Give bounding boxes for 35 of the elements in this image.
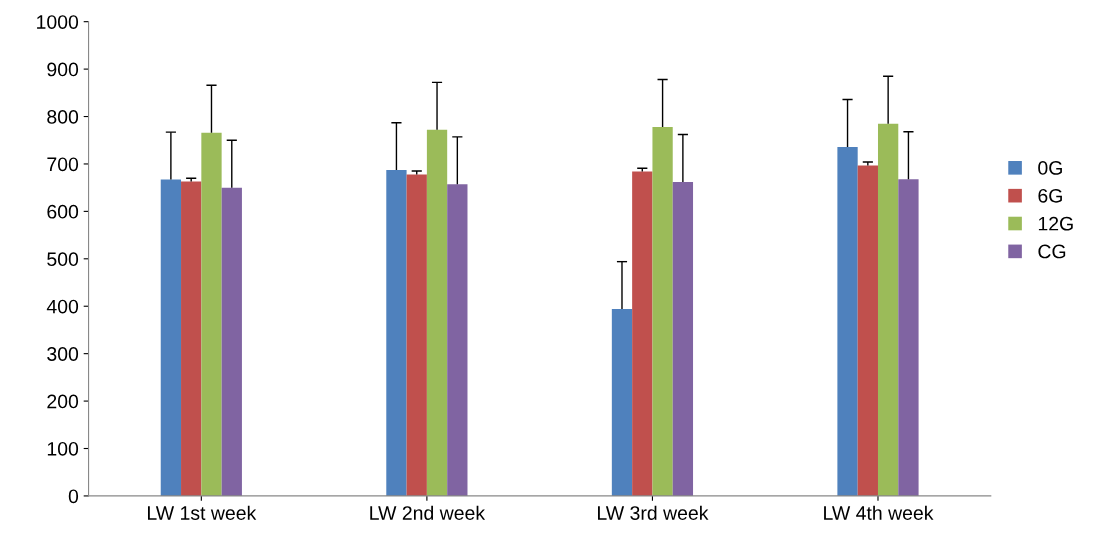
y-tick-label: 500 bbox=[47, 252, 79, 267]
bar bbox=[857, 165, 878, 496]
legend-label: 6G bbox=[1038, 188, 1062, 203]
y-tick-label: 300 bbox=[47, 347, 79, 361]
bar bbox=[201, 132, 222, 496]
bar bbox=[652, 126, 673, 496]
y-tick-label: 600 bbox=[47, 204, 79, 219]
legend-label: CG bbox=[1038, 244, 1066, 259]
bar bbox=[877, 123, 899, 496]
x-tick-label: LW 1st week bbox=[148, 505, 257, 520]
legend-label: 12G bbox=[1038, 216, 1073, 231]
bar bbox=[837, 146, 858, 496]
bar bbox=[406, 174, 427, 496]
y-tick-label: 100 bbox=[47, 441, 79, 456]
y-tick-label: 200 bbox=[47, 394, 79, 409]
y-tick-label: 900 bbox=[47, 62, 79, 77]
bar bbox=[181, 181, 202, 496]
x-tick-label: LW 2nd week bbox=[370, 505, 486, 520]
bar bbox=[386, 170, 407, 496]
y-tick-label: 1000 bbox=[37, 15, 79, 29]
bar bbox=[672, 181, 694, 496]
bar bbox=[632, 171, 653, 496]
x-tick-label: LW 4th week bbox=[824, 505, 934, 520]
bar bbox=[221, 187, 242, 496]
y-tick-label: 700 bbox=[47, 157, 79, 172]
legend-label: 0G bbox=[1038, 161, 1062, 175]
bar bbox=[611, 309, 633, 496]
bar bbox=[447, 184, 468, 496]
bar bbox=[426, 129, 448, 496]
bar bbox=[160, 179, 182, 496]
y-tick-label: 0 bbox=[68, 489, 79, 504]
bar bbox=[898, 179, 919, 496]
x-tick-label: LW 3rd week bbox=[598, 505, 709, 520]
y-tick-label: 400 bbox=[46, 299, 79, 314]
y-tick-label: 800 bbox=[47, 110, 79, 124]
